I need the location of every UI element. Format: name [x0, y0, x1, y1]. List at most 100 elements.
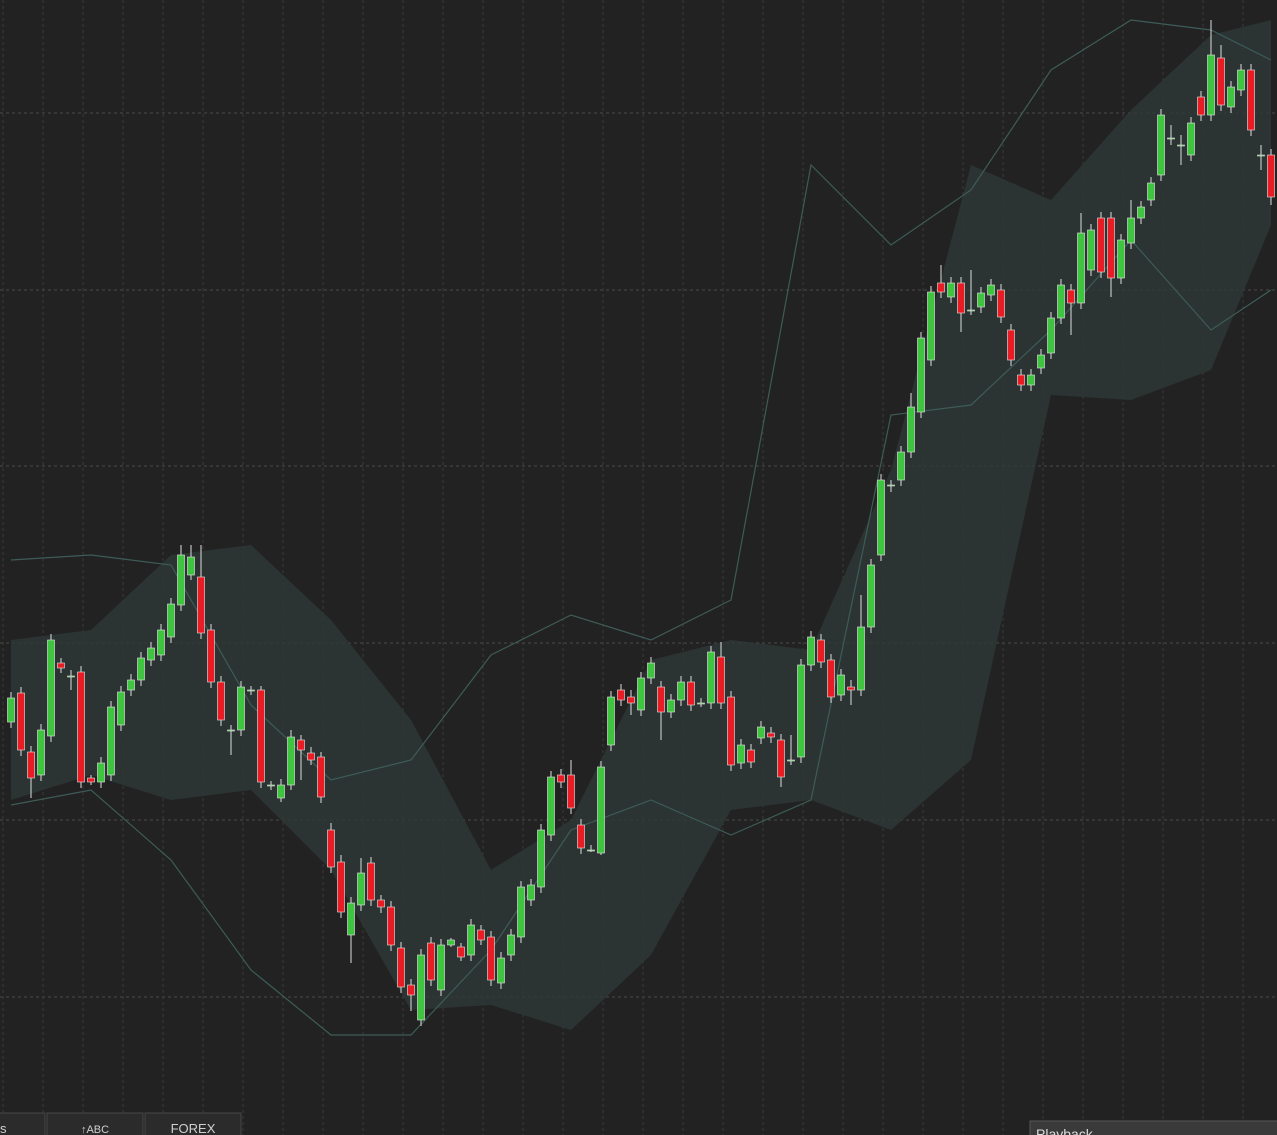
candle-body — [1087, 229, 1095, 271]
candle-body — [837, 674, 845, 696]
candle-body — [487, 936, 495, 981]
candle-body — [767, 732, 775, 738]
candle-body — [1097, 217, 1105, 273]
candle-body — [357, 872, 365, 906]
candle-body — [337, 861, 345, 913]
candle-body — [727, 696, 735, 766]
toolbar: s ↑ABC FOREX Playback — [0, 1112, 1277, 1135]
candle-body — [977, 292, 985, 308]
candle-body — [1027, 374, 1035, 386]
candle-body — [957, 282, 965, 314]
candle-body — [427, 942, 435, 981]
candle-body — [607, 696, 615, 746]
candle-body — [317, 756, 325, 798]
candle-body — [377, 899, 385, 908]
candle-body — [947, 282, 955, 298]
candle-body — [757, 726, 765, 739]
candle-body — [67, 675, 75, 678]
candle-body — [527, 884, 535, 901]
tab-label[interactable]: ↑ABC — [81, 1124, 109, 1135]
candle-body — [847, 686, 855, 691]
candle-body — [1137, 206, 1145, 219]
tab[interactable] — [144, 1112, 242, 1135]
candle-body — [577, 824, 585, 849]
candle-body — [307, 752, 315, 761]
candle-body — [417, 954, 425, 1021]
candle-body — [617, 689, 625, 701]
candle-body — [717, 656, 725, 704]
candle-body — [797, 664, 805, 758]
candle-body — [907, 406, 915, 453]
candle-body — [257, 689, 265, 783]
candle-body — [857, 626, 865, 691]
candle-body — [1197, 96, 1205, 116]
candle-body — [97, 762, 105, 783]
candle-body — [87, 777, 95, 783]
candle-body — [197, 576, 205, 634]
candle-body — [137, 657, 145, 681]
candle-body — [237, 686, 245, 731]
candle-body — [1147, 182, 1155, 201]
candle-body — [897, 451, 905, 481]
plot-area — [7, 19, 1275, 1036]
candle-body — [1177, 144, 1185, 147]
candle-body — [697, 702, 705, 705]
candle-body — [1017, 374, 1025, 386]
candle-body — [227, 729, 235, 732]
candle-body — [267, 784, 275, 787]
candle-body — [287, 736, 295, 786]
playback-panel[interactable] — [1029, 1120, 1277, 1135]
candle-body — [917, 337, 925, 413]
candle-body — [1257, 154, 1265, 157]
candle-body — [867, 564, 875, 628]
candle-body — [127, 679, 135, 691]
candle-body — [77, 671, 85, 783]
candle-body — [1167, 137, 1175, 140]
playback-label[interactable]: Playback — [1036, 1126, 1094, 1135]
candle-body — [57, 662, 65, 669]
candle-body — [187, 556, 195, 576]
band-area — [11, 20, 1271, 1030]
candle-body — [1107, 217, 1115, 279]
candle-body — [467, 924, 475, 956]
candle-body — [557, 774, 565, 783]
candle-body — [407, 984, 415, 996]
candle-body — [817, 639, 825, 663]
candle-body — [777, 739, 785, 778]
candle-body — [1047, 317, 1055, 354]
candle-body — [537, 829, 545, 888]
candle-body — [1207, 54, 1215, 116]
candle-body — [347, 902, 355, 936]
candle-body — [17, 692, 25, 751]
candle-body — [1237, 69, 1245, 91]
candle-body — [207, 629, 215, 683]
candle-body — [1187, 122, 1195, 156]
candle-body — [647, 662, 655, 679]
candle-body — [987, 284, 995, 296]
candle-body — [497, 957, 505, 984]
candle-body — [1217, 57, 1225, 106]
candle-body — [277, 784, 285, 799]
candle-body — [1057, 284, 1065, 319]
candle-body — [177, 554, 185, 606]
tab[interactable] — [46, 1112, 144, 1135]
candle-body — [737, 744, 745, 764]
candle-body — [887, 484, 895, 487]
band-line — [10, 19, 1272, 781]
candle-body — [937, 282, 945, 293]
tab[interactable] — [0, 1112, 46, 1135]
tab-label[interactable]: s — [0, 1121, 7, 1135]
candle-body — [157, 629, 165, 656]
candle-body — [687, 681, 695, 706]
candle-body — [1157, 114, 1165, 176]
candle-body — [367, 862, 375, 901]
candle-body — [47, 639, 55, 737]
candle-body — [217, 681, 225, 721]
candle-body — [707, 651, 715, 704]
candle-body — [387, 906, 395, 946]
candle-body — [117, 691, 125, 726]
tab-label[interactable]: FOREX — [171, 1121, 216, 1135]
candle-body — [147, 647, 155, 661]
candle-body — [597, 766, 605, 854]
